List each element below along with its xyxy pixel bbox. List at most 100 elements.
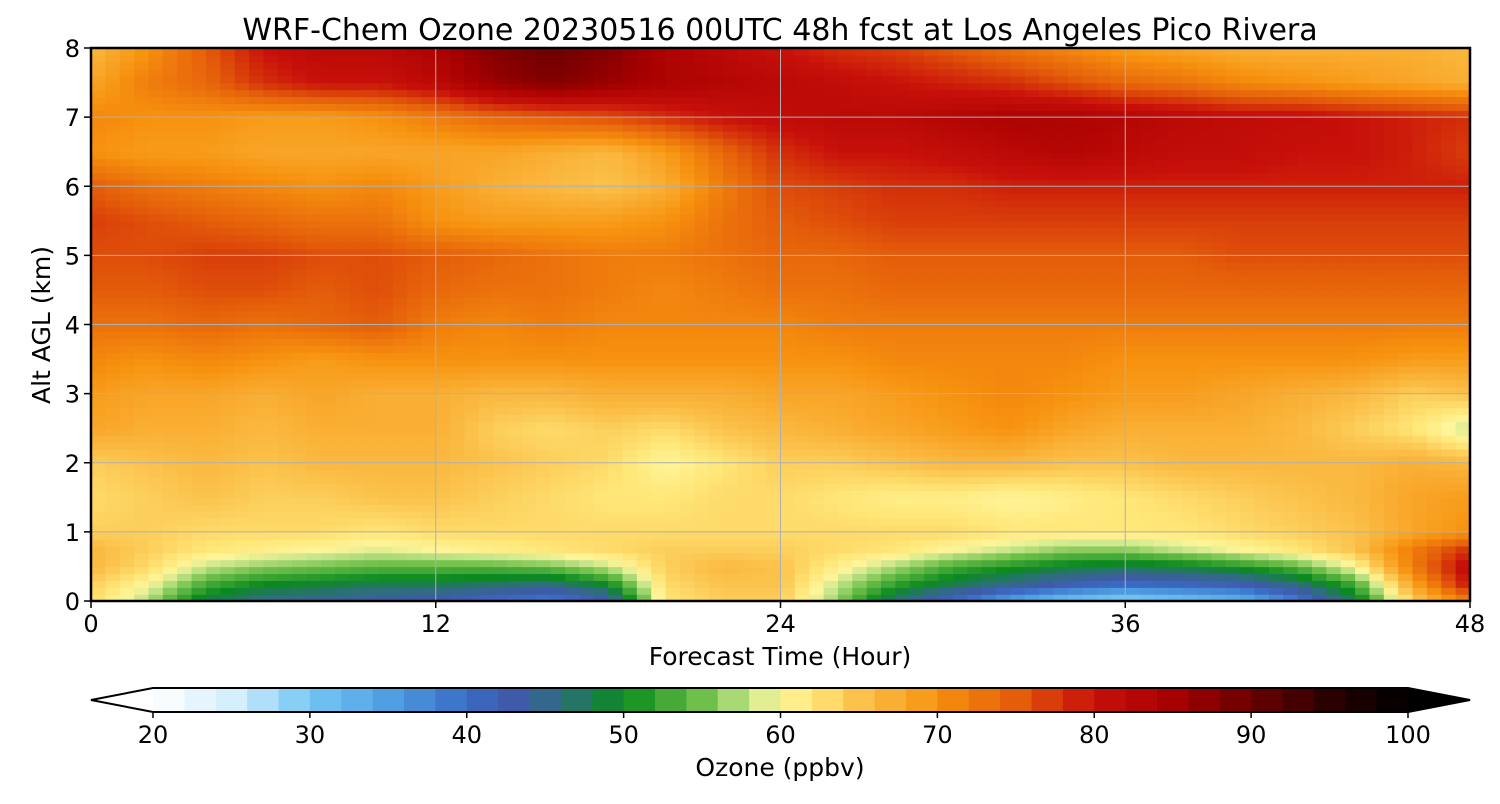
heatmap-cell (895, 552, 911, 561)
heatmap-cell (1412, 573, 1428, 581)
heatmap-cell (407, 594, 423, 601)
heatmap-cell (1297, 296, 1313, 305)
heatmap-cell (909, 524, 925, 533)
heatmap-cell (1082, 345, 1098, 353)
heatmap-cell (651, 393, 667, 402)
heatmap-cell (349, 386, 365, 395)
heatmap-cell (306, 248, 322, 257)
heatmap-cell (205, 511, 221, 519)
heatmap-cell (1225, 386, 1241, 395)
heatmap-cell (335, 379, 351, 388)
heatmap-cell (1383, 435, 1399, 443)
heatmap-cell (895, 303, 911, 312)
heatmap-cell (579, 365, 595, 374)
heatmap-cell (392, 359, 408, 367)
heatmap-cell (450, 511, 466, 519)
heatmap-cell (263, 276, 279, 284)
heatmap-cell (263, 538, 279, 547)
heatmap-cell (823, 587, 839, 595)
heatmap-cell (1268, 255, 1284, 263)
heatmap-cell (306, 435, 322, 443)
heatmap-cell (751, 483, 767, 492)
heatmap-cell (277, 580, 293, 588)
heatmap-cell (1168, 276, 1184, 284)
heatmap-cell (866, 448, 882, 457)
heatmap-cell (1426, 276, 1442, 284)
heatmap-cell (694, 255, 710, 263)
heatmap-cell (191, 241, 207, 250)
heatmap-cell (1211, 393, 1227, 402)
heatmap-cell (1096, 317, 1112, 326)
heatmap-cell (1067, 559, 1083, 568)
heatmap-cell (349, 476, 365, 485)
heatmap-cell (1326, 386, 1342, 395)
heatmap-cell (1053, 365, 1069, 374)
heatmap-cell (1053, 338, 1069, 346)
heatmap-cell (1168, 448, 1184, 457)
heatmap-cell (234, 421, 250, 429)
heatmap-cell (967, 324, 983, 333)
heatmap-cell (1383, 490, 1399, 499)
heatmap-cell (651, 421, 667, 429)
heatmap-cell (651, 428, 667, 436)
heatmap-cell (1168, 372, 1184, 381)
heatmap-cell (1254, 580, 1270, 588)
heatmap-cell (1225, 448, 1241, 457)
heatmap-cell (320, 476, 336, 485)
heatmap-cell (392, 497, 408, 505)
heatmap-cell (1398, 407, 1414, 416)
heatmap-cell (1153, 400, 1170, 409)
heatmap-cell (967, 476, 983, 485)
heatmap-cell (306, 538, 322, 547)
heatmap-cell (981, 552, 997, 561)
heatmap-cell (1197, 455, 1213, 464)
heatmap-cell (220, 428, 236, 436)
heatmap-cell (421, 580, 437, 588)
heatmap-cell (1082, 435, 1098, 443)
heatmap-cell (737, 428, 753, 436)
heatmap-cell (1297, 379, 1313, 388)
heatmap-cell (694, 545, 710, 554)
heatmap-cell (651, 545, 667, 554)
heatmap-cell (981, 435, 997, 443)
heatmap-cell (1225, 269, 1241, 277)
heatmap-cell (1139, 587, 1155, 595)
heatmap-cell (1082, 566, 1098, 575)
heatmap-cell (881, 455, 897, 464)
heatmap-cell (723, 379, 739, 388)
heatmap-cell (320, 566, 336, 575)
heatmap-cell (205, 448, 221, 457)
heatmap-cell (1398, 359, 1414, 367)
heatmap-cell (995, 310, 1012, 319)
heatmap-cell (134, 580, 150, 588)
heatmap-cell (1153, 379, 1170, 388)
heatmap-cell (708, 435, 724, 443)
heatmap-cell (378, 262, 394, 270)
heatmap-cell (478, 545, 494, 554)
heatmap-cell (134, 310, 150, 319)
heatmap-cell (565, 524, 581, 533)
heatmap-cell (565, 545, 581, 554)
heatmap-cell (579, 421, 595, 429)
heatmap-cell (651, 269, 667, 277)
heatmap-cell (1197, 511, 1213, 519)
heatmap-cell (205, 476, 221, 485)
heatmap-cell (967, 310, 983, 319)
heatmap-cell (1398, 421, 1414, 429)
heatmap-cell (837, 462, 854, 471)
heatmap-cell (1326, 414, 1342, 422)
heatmap-cell (780, 345, 796, 353)
heatmap-cell (435, 407, 451, 416)
heatmap-cell (1297, 400, 1313, 409)
heatmap-cell (1441, 469, 1457, 478)
heatmap-cell (995, 289, 1012, 298)
heatmap-cell (1024, 269, 1040, 277)
heatmap-cell (1268, 400, 1284, 409)
heatmap-cell (1455, 365, 1470, 374)
heatmap-cell (91, 386, 107, 395)
heatmap-cell (1125, 455, 1141, 464)
heatmap-cell (220, 573, 236, 581)
heatmap-cell (1039, 518, 1055, 526)
heatmap-cell (967, 296, 983, 305)
heatmap-cell (952, 428, 968, 436)
